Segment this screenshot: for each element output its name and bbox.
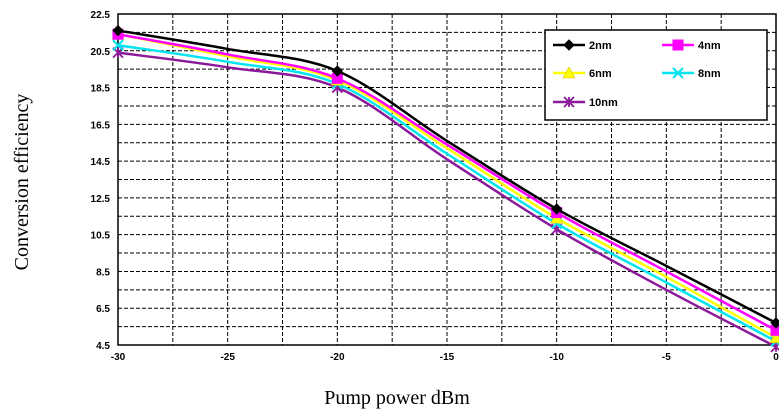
legend-label: 6nm [589,68,612,80]
legend-entry-2nm: 2nm [553,39,612,52]
legend-label: 10nm [589,97,618,109]
legend-entry-10nm: 10nm [553,96,618,109]
y-tick-label: 22.5 [91,10,111,21]
x-tick-label: 0 [773,352,779,363]
legend-marker [672,39,684,51]
y-tick-label: 8.5 [96,267,110,278]
y-tick-label: 18.5 [91,84,111,95]
legend-marker [563,39,575,51]
data-point-2nm [550,203,563,215]
series-10nm [112,46,779,353]
data-point-2nm [331,65,344,77]
legend-marker [562,66,576,79]
y-axis-ticks: 4.5 6.5 8.5 10.5 12.5 14.5 16.5 18.5 20.5 22.5 [91,10,111,352]
legend-entry-8nm: 8nm [662,67,721,80]
series-line-4nm [117,32,777,332]
x-tick-label: -20 [330,352,345,363]
x-axis-ticks: -30 -25 -20 -15 -10 -5 0 [111,352,779,363]
legend-label: 2nm [589,40,612,52]
data-point-2nm [770,317,779,329]
y-tick-label: 20.5 [91,47,111,58]
series-line-6nm [117,33,777,339]
plot-frame [117,13,777,346]
legend-marker [672,67,684,79]
series-2nm [112,24,779,329]
legend-label: 8nm [698,68,721,80]
y-tick-label: 12.5 [91,194,111,205]
y-axis-title: Conversion efficiency [11,94,33,271]
series-line-2nm [117,29,777,325]
y-tick-label: 16.5 [91,120,111,131]
legend: 2nm 4nm 6nm 8nm 10nm [544,29,768,121]
x-tick-label: -10 [549,352,564,363]
series-line-10nm [117,51,777,348]
legend-entry-6nm: 6nm [553,66,612,80]
legend-marker [563,96,575,108]
y-tick-label: 10.5 [91,231,111,242]
x-tick-label: -30 [111,352,126,363]
data-point-2nm [112,24,124,37]
legend-label: 4nm [698,40,721,52]
y-tick-label: 4.5 [96,341,110,352]
data-point-8nm [112,39,124,51]
x-tick-label: -25 [220,352,235,363]
y-tick-label: 14.5 [91,157,111,168]
series-line-8nm [117,44,777,343]
x-axis-title: Pump power dBm [324,387,470,409]
legend-entry-4nm: 4nm [662,39,721,52]
series-layer [111,24,779,353]
x-tick-label: -5 [662,352,671,363]
y-tick-label: 6.5 [96,304,110,315]
x-tick-label: -15 [440,352,455,363]
legend-box [544,29,768,121]
